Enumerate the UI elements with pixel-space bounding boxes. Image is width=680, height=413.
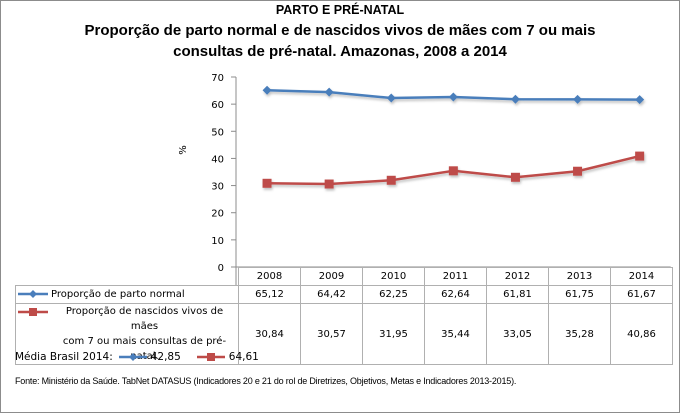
data-point-square <box>448 166 458 176</box>
legend-line-square-icon <box>18 307 48 317</box>
y-tick-label: 60 <box>211 100 224 111</box>
y-axis-label: % <box>178 145 189 155</box>
table-row-parto-normal: Proporção de parto normal 65,12 64,42 62… <box>15 285 673 304</box>
year-header-row: 2008 2009 2010 2011 2012 2013 2014 <box>15 267 673 286</box>
year-header: 2010 <box>362 267 425 286</box>
legend-parto-normal: Proporção de parto normal <box>15 285 239 304</box>
data-cell: 40,86 <box>610 303 673 365</box>
chart-title: Proporção de parto normal e de nascidos … <box>0 20 680 62</box>
media-brasil: Média Brasil 2014: 42,85 64,61 <box>15 351 259 363</box>
y-tick-label: 70 <box>211 73 224 84</box>
section-title: PARTO E PRÉ-NATAL <box>275 3 405 17</box>
legend-prenatal: Proporção de nascidos vivos de mães com … <box>15 303 239 365</box>
data-point-square <box>573 166 583 176</box>
data-cell: 61,81 <box>486 285 549 304</box>
year-header: 2012 <box>486 267 549 286</box>
data-cell: 61,75 <box>548 285 611 304</box>
data-point-diamond <box>324 87 334 97</box>
data-point-diamond <box>635 95 645 105</box>
chart-title-line1: Proporção de parto normal e de nascidos … <box>84 22 596 39</box>
year-header: 2009 <box>300 267 363 286</box>
data-point-diamond <box>510 94 520 104</box>
table-row-prenatal: Proporção de nascidos vivos de mães com … <box>15 303 673 365</box>
data-point-square <box>324 179 334 189</box>
chart-title-line2: consultas de pré-natal. Amazonas, 2008 a… <box>173 43 507 60</box>
source-note: Fonte: Ministério da Saúde. TabNet DATAS… <box>15 376 517 386</box>
legend-line-diamond-icon <box>18 289 48 299</box>
data-cell: 31,95 <box>362 303 425 365</box>
data-cell: 64,42 <box>300 285 363 304</box>
media-square-icon <box>196 352 225 362</box>
data-point-square <box>635 151 645 161</box>
year-header: 2014 <box>610 267 673 286</box>
year-header: 2011 <box>424 267 487 286</box>
y-tick-label: 40 <box>211 154 224 165</box>
data-cell: 62,64 <box>424 285 487 304</box>
data-cell: 35,44 <box>424 303 487 365</box>
data-point-square <box>510 172 520 182</box>
series-parto-normal <box>262 85 645 105</box>
data-point-square <box>386 175 396 185</box>
media-value-prenatal: 64,61 <box>228 351 259 363</box>
year-header: 2008 <box>238 267 301 286</box>
data-cell: 35,28 <box>548 303 611 365</box>
media-value-parto-normal: 42,85 <box>150 351 181 363</box>
data-cell: 33,05 <box>486 303 549 365</box>
y-tick-label: 50 <box>211 127 224 138</box>
media-label: Média Brasil 2014: <box>15 351 113 363</box>
series-prenatal <box>262 151 645 189</box>
legend-label: Proporção de parto normal <box>51 289 185 300</box>
data-point-square <box>262 178 272 188</box>
y-tick-label: 30 <box>211 182 224 193</box>
data-point-diamond <box>262 85 272 95</box>
media-diamond-icon <box>118 352 147 362</box>
data-point-diamond <box>386 93 396 103</box>
data-cell: 30,57 <box>300 303 363 365</box>
y-tick-label: 10 <box>211 236 224 247</box>
y-tick-label: 20 <box>211 209 224 220</box>
data-cell: 62,25 <box>362 285 425 304</box>
data-point-diamond <box>573 94 583 104</box>
year-header: 2013 <box>548 267 611 286</box>
data-cell: 65,12 <box>238 285 301 304</box>
data-table: 2008 2009 2010 2011 2012 2013 2014 Propo… <box>15 267 673 365</box>
data-cell: 61,67 <box>610 285 673 304</box>
legend-label-line1: Proporção de nascidos vivos de mães <box>65 306 224 332</box>
data-point-diamond <box>448 92 458 102</box>
